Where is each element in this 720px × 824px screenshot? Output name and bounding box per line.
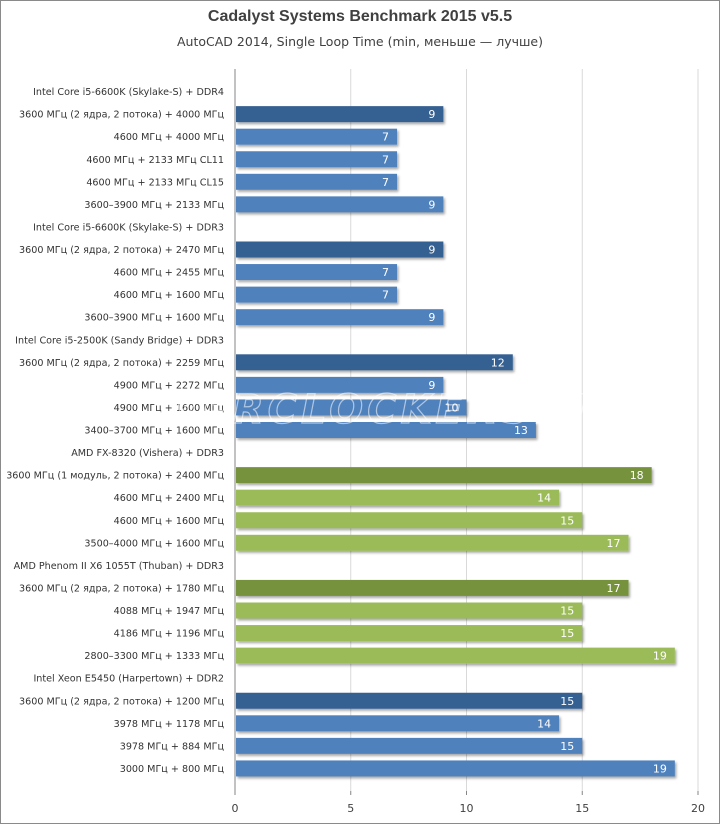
- chart-title: Cadalyst Systems Benchmark 2015 v5.5: [207, 8, 513, 25]
- category-label: 2800–3300 МГц + 1333 МГц: [84, 651, 224, 662]
- data-label: 13: [514, 424, 528, 437]
- bar: [236, 399, 467, 416]
- data-label: 15: [560, 514, 574, 527]
- category-label: 4186 МГц + 1196 МГц: [114, 629, 225, 640]
- group-header-label: Intel Core i5-6600K (Skylake-S) + DDR3: [33, 222, 224, 233]
- group-header-label: Intel Xeon E5450 (Harpertown) + DDR2: [33, 674, 224, 685]
- data-label: 7: [382, 176, 389, 189]
- bar: [236, 534, 629, 551]
- data-label: 18: [630, 469, 644, 482]
- category-label: 4600 МГц + 2400 МГц: [114, 493, 225, 504]
- data-label: 9: [428, 198, 435, 211]
- category-label: 4900 МГц + 1600 МГц: [114, 403, 225, 414]
- bar: [236, 625, 583, 642]
- data-label: 9: [428, 379, 435, 392]
- data-label: 9: [428, 244, 435, 257]
- bar: [236, 354, 513, 371]
- group-header-label: AMD Phenom II X6 1055T (Thuban) + DDR3: [14, 561, 224, 572]
- category-label: 3600 МГц (2 ядра, 2 потока) + 4000 МГц: [19, 110, 224, 121]
- bar: [236, 151, 398, 168]
- x-tick-label: 20: [691, 802, 705, 815]
- bar: [236, 376, 444, 393]
- x-tick-label: 5: [347, 802, 354, 815]
- bar: [236, 286, 398, 303]
- category-label: 3600 МГц (2 ядра, 2 потока) + 1200 МГц: [19, 696, 224, 707]
- gridlines: [234, 69, 699, 791]
- category-label: 3400–3700 МГц + 1600 МГц: [84, 426, 224, 437]
- data-label: 17: [607, 537, 621, 550]
- data-label: 17: [607, 582, 621, 595]
- category-label: 4600 МГц + 4000 МГц: [114, 132, 225, 143]
- x-tick-label: 15: [575, 802, 589, 815]
- watermark: OVERCLOCKERS.UA: [130, 387, 623, 433]
- data-label: 14: [537, 492, 551, 505]
- bar: [236, 196, 444, 213]
- bar: [236, 309, 444, 326]
- category-label: 3600–3900 МГц + 2133 МГц: [84, 200, 224, 211]
- bar: [236, 512, 583, 529]
- category-label: 3600 МГц (2 ядра, 2 потока) + 1780 МГц: [19, 583, 224, 594]
- data-label: 19: [653, 650, 667, 663]
- bar: [236, 264, 398, 281]
- group-header-label: AMD FX-8320 (Vishera) + DDR3: [71, 448, 224, 459]
- data-label: 7: [382, 289, 389, 302]
- bar: [236, 467, 652, 484]
- category-label: 3600 МГц (2 ядра, 2 потока) + 2259 МГц: [19, 358, 224, 369]
- category-label: 4600 МГц + 1600 МГц: [114, 516, 225, 527]
- data-label: 9: [428, 108, 435, 121]
- category-label: 3500–4000 МГц + 1600 МГц: [84, 538, 224, 549]
- category-label: 4600 МГц + 2133 МГц CL11: [86, 155, 224, 166]
- category-label: 3600–3900 МГц + 1600 МГц: [84, 313, 224, 324]
- bar: [236, 692, 583, 709]
- bars: 9 7 7 7 9 9 7 7 9 12 9 10 13 18 14 15 17 17 15 15 19 15 14 15 19: [236, 106, 675, 777]
- chart-subtitle: AutoCAD 2014, Single Loop Time (min, мен…: [177, 34, 543, 49]
- data-label: 15: [560, 605, 574, 618]
- category-label: 3600 МГц (2 ядра, 2 потока) + 2470 МГц: [19, 245, 224, 256]
- x-tick-label: 10: [460, 802, 474, 815]
- group-header-label: Intel Core i5-6600K (Skylake-S) + DDR4: [33, 87, 224, 98]
- data-label: 7: [382, 131, 389, 144]
- data-label: 15: [560, 740, 574, 753]
- data-label: 19: [653, 762, 667, 775]
- category-label: 3600 МГц (1 модуль, 2 потока) + 2400 МГц: [6, 471, 224, 482]
- data-label: 9: [428, 311, 435, 324]
- data-label: 15: [560, 695, 574, 708]
- data-label: 12: [491, 356, 505, 369]
- data-label: 10: [445, 401, 459, 414]
- bar: [236, 579, 629, 596]
- data-label: 7: [382, 266, 389, 279]
- bar: [236, 106, 444, 123]
- bar: [236, 241, 444, 258]
- bar: [236, 602, 583, 619]
- bar: [236, 715, 560, 732]
- category-label: 4600 МГц + 2133 МГц CL15: [86, 177, 224, 188]
- bar: [236, 422, 536, 438]
- bar: [236, 489, 560, 506]
- category-label: 4600 МГц + 1600 МГц: [114, 290, 225, 301]
- category-label: 3978 МГц + 884 МГц: [120, 741, 225, 752]
- category-labels: Intel Core i5-6600K (Skylake-S) + DDR4 36…: [6, 87, 224, 775]
- category-label: 3000 МГц + 800 МГц: [120, 764, 225, 775]
- category-label: 3978 МГц + 1178 МГц: [114, 719, 225, 730]
- x-axis-ticks: 0 5 10 15 20: [232, 791, 705, 815]
- bar: [236, 647, 675, 664]
- data-label: 7: [382, 153, 389, 166]
- group-header-label: Intel Core i5-2500K (Sandy Bridge) + DDR…: [15, 335, 224, 346]
- bar: [236, 173, 398, 190]
- data-label: 14: [537, 717, 551, 730]
- bar: [236, 737, 583, 754]
- category-label: 4088 МГц + 1947 МГц: [114, 606, 225, 617]
- category-label: 4600 МГц + 2455 МГц: [114, 268, 225, 279]
- x-tick-label: 0: [232, 802, 239, 815]
- data-label: 15: [560, 627, 574, 640]
- bar: [236, 760, 675, 777]
- bar: [236, 128, 398, 145]
- category-label: 4900 МГц + 2272 МГц: [114, 380, 225, 391]
